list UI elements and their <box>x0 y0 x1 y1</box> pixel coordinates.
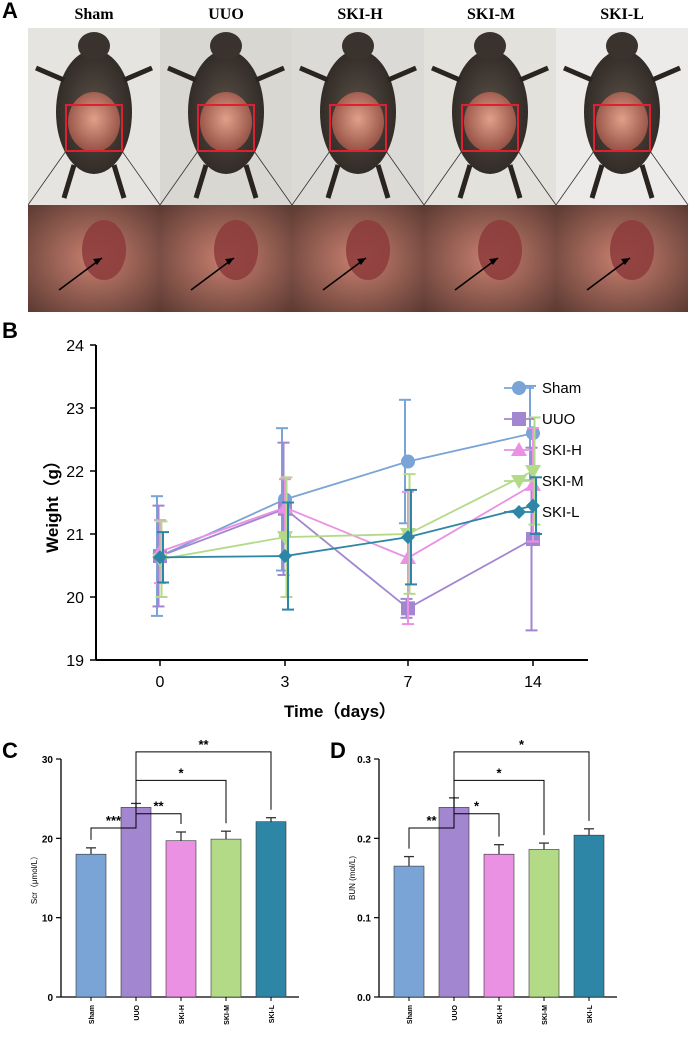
y-tick-label: 30 <box>42 755 54 766</box>
significance-label: * <box>519 737 525 752</box>
photo-label-sham: Sham <box>74 6 114 23</box>
photo-label-ski-h: SKI-H <box>337 6 383 23</box>
data-point-sham <box>401 455 415 469</box>
x-tick-label: 14 <box>524 674 542 691</box>
y-axis-label: Scr（μmol/L） <box>30 852 39 904</box>
x-axis-label: Time（days） <box>284 701 396 720</box>
bun-bar-chart: 0.0 0.1 0.2 0.3 BUN (mol/L) Sham UUO SKI-H SKI-M… <box>330 730 692 1039</box>
y-tick-label: 20 <box>66 590 84 607</box>
photo-label-uuo: UUO <box>208 6 244 23</box>
y-tick-label: 0 <box>47 993 53 1004</box>
kidney-closeup-ski-m <box>478 220 522 280</box>
x-tick-label: 0 <box>156 674 165 691</box>
mouse-head-ski-m <box>474 32 506 60</box>
x-tick-label: 3 <box>281 674 290 691</box>
x-tick-label: 7 <box>404 674 413 691</box>
legend-label-sham: Sham <box>542 380 581 397</box>
x-tick-label: SKI-H <box>497 1005 504 1024</box>
bar-ski-h <box>166 841 196 997</box>
x-tick-label: Sham <box>89 1005 96 1024</box>
opened-abdomen-uuo <box>200 92 252 152</box>
y-tick-label: 19 <box>66 653 84 670</box>
data-point-ski-h <box>400 550 416 564</box>
y-axis-label: BUN (mol/L) <box>348 856 357 900</box>
significance-label: ** <box>198 737 209 752</box>
mouse-head-ski-l <box>606 32 638 60</box>
significance-label: * <box>178 765 184 780</box>
series-sham <box>151 386 540 616</box>
mouse-head-uuo <box>210 32 242 60</box>
y-tick-label: 0.2 <box>357 834 371 845</box>
legend-label-ski-l: SKI-L <box>542 504 580 521</box>
opened-abdomen-ski-m <box>464 92 516 152</box>
y-tick-label: 10 <box>42 914 54 925</box>
weight-line-chart: 19 20 21 22 23 24 0 3 7 14 Time（days） Weight（g） Sham… <box>0 315 692 720</box>
y-tick-label: 24 <box>66 338 84 355</box>
y-tick-label: 21 <box>66 527 84 544</box>
legend-marker-uuo <box>512 412 526 426</box>
series-line-sham <box>160 433 533 556</box>
y-tick-label: 22 <box>66 464 84 481</box>
x-tick-label: SKI-M <box>542 1005 549 1025</box>
bar-ski-h <box>484 854 514 997</box>
significance-label: * <box>496 765 502 780</box>
x-tick-label: SKI-M <box>224 1005 231 1025</box>
series-uuo <box>153 443 541 631</box>
x-tick-label: SKI-L <box>269 1004 276 1023</box>
scr-bar-chart: 0 10 20 30 Scr（μmol/L） Sham UUO SKI-H SKI-M SKI-L… <box>0 730 330 1039</box>
bar-ski-m <box>211 839 241 997</box>
opened-abdomen-ski-l <box>596 92 648 152</box>
series-line-uuo <box>160 509 533 609</box>
legend-label-uuo: UUO <box>542 411 575 428</box>
mouse-head-ski-h <box>342 32 374 60</box>
y-tick-label: 0.0 <box>357 993 371 1004</box>
bar-ski-l <box>574 835 604 997</box>
x-tick-label: Sham <box>407 1005 414 1024</box>
legend-marker-ski-m <box>511 475 527 489</box>
x-tick-label: UUO <box>134 1004 141 1020</box>
bar-sham <box>76 854 106 997</box>
significance-label: ** <box>153 799 164 814</box>
bar-ski-l <box>256 822 286 997</box>
opened-abdomen-ski-h <box>332 92 384 152</box>
photo-label-ski-m: SKI-M <box>467 6 515 23</box>
significance-label: * <box>474 799 480 814</box>
significance-label: *** <box>106 813 122 828</box>
bar-sham <box>394 866 424 997</box>
legend-marker-sham <box>512 381 526 395</box>
data-point-ski-l <box>526 499 540 513</box>
legend-label-ski-h: SKI-H <box>542 442 582 459</box>
opened-abdomen-sham <box>68 92 120 152</box>
bar-uuo <box>121 807 151 997</box>
series-ski-h <box>152 428 541 624</box>
legend-marker-ski-h <box>511 442 527 456</box>
series-ski-l <box>153 477 542 609</box>
photo-panel: Sham UUO SKI-H SKI-M SKI-L <box>0 0 692 315</box>
kidney-closeup-ski-h <box>346 220 390 280</box>
photo-label-ski-l: SKI-L <box>600 6 644 23</box>
significance-label: ** <box>426 813 437 828</box>
bar-ski-m <box>529 849 559 997</box>
data-point-ski-l <box>278 549 292 563</box>
legend-label-ski-m: SKI-M <box>542 473 584 490</box>
y-axis-label: Weight（g） <box>42 452 62 553</box>
x-tick-label: SKI-H <box>179 1005 186 1024</box>
y-tick-label: 23 <box>66 401 84 418</box>
x-tick-label: SKI-L <box>587 1004 594 1023</box>
mouse-head-sham <box>78 32 110 60</box>
kidney-closeup-ski-l <box>610 220 654 280</box>
y-tick-label: 0.3 <box>357 755 371 766</box>
y-tick-label: 20 <box>42 834 54 845</box>
kidney-closeup-sham <box>82 220 126 280</box>
bar-uuo <box>439 807 469 997</box>
y-tick-label: 0.1 <box>357 914 371 925</box>
kidney-closeup-uuo <box>214 220 258 280</box>
x-tick-label: UUO <box>452 1004 459 1020</box>
